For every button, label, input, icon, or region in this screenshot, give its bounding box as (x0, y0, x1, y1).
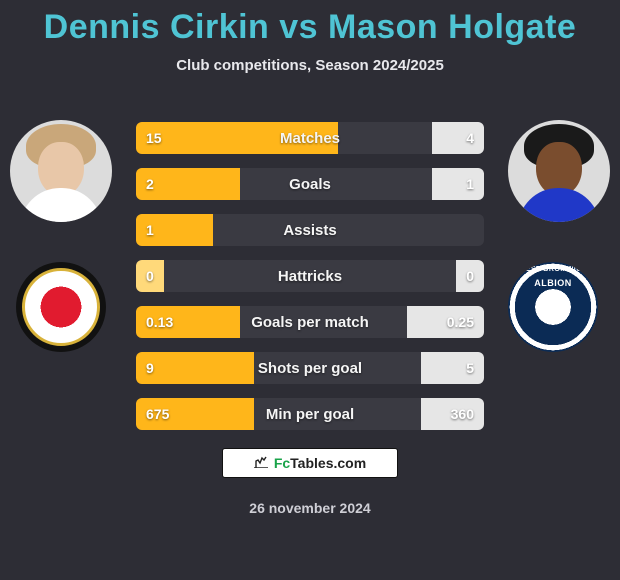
bar-left-fill (136, 122, 338, 154)
brand-badge: FcTables.com (222, 448, 398, 478)
stat-row-min-per-goal: Min per goal675360 (136, 398, 484, 430)
bar-value-left: 675 (146, 398, 169, 430)
player-left-crest (16, 262, 106, 352)
bar-label: Hattricks (136, 260, 484, 292)
stat-row-goals: Goals21 (136, 168, 484, 200)
generated-date: 26 november 2024 (0, 500, 620, 516)
bar-value-right: 4 (466, 122, 474, 154)
bar-value-right: 0 (466, 260, 474, 292)
bar-right-fill (421, 352, 484, 384)
bar-right-fill (432, 122, 484, 154)
player-right-avatar (508, 120, 610, 222)
brand-text: FcTables.com (274, 455, 366, 471)
bar-value-left: 9 (146, 352, 154, 384)
stats-bars: Matches154Goals21Assists1Hattricks00Goal… (136, 122, 484, 430)
bar-value-left: 0.13 (146, 306, 173, 338)
bar-value-right: 5 (466, 352, 474, 384)
bar-value-right: 1 (466, 168, 474, 200)
stat-row-shots-per-goal: Shots per goal95 (136, 352, 484, 384)
player-left-avatar (10, 120, 112, 222)
bar-value-left: 1 (146, 214, 154, 246)
left-column (10, 120, 112, 352)
stat-row-matches: Matches154 (136, 122, 484, 154)
bar-value-left: 2 (146, 168, 154, 200)
stat-row-assists: Assists1 (136, 214, 484, 246)
stat-row-hattricks: Hattricks0 0 (136, 260, 484, 292)
bar-right-fill (432, 168, 484, 200)
subtitle: Club competitions, Season 2024/2025 (0, 57, 620, 74)
bar-value-left: 15 (146, 122, 162, 154)
stat-row-goals-per-match: Goals per match0.130.25 (136, 306, 484, 338)
bar-value-right: 0.25 (447, 306, 474, 338)
chart-icon (254, 456, 268, 471)
page-title: Dennis Cirkin vs Mason Holgate (0, 0, 620, 47)
bar-value-left: 0 (146, 260, 154, 292)
bar-value-right: 360 (451, 398, 474, 430)
right-column (508, 120, 610, 352)
player-right-crest (508, 262, 598, 352)
